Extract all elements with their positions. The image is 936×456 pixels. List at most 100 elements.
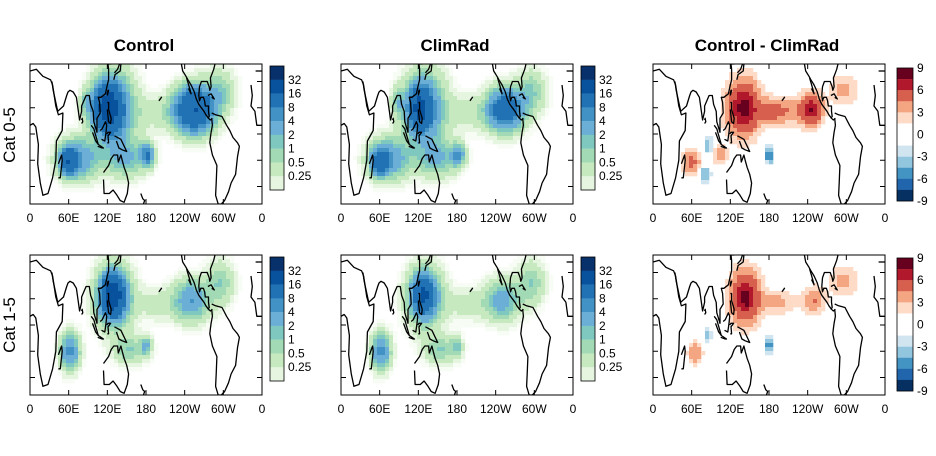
field-cell xyxy=(805,311,810,316)
field-cell xyxy=(202,120,207,125)
field-cell xyxy=(218,68,223,73)
field-cell xyxy=(813,295,818,300)
field-cell xyxy=(405,132,410,137)
field-cell xyxy=(118,331,123,336)
field-cell xyxy=(94,184,99,189)
field-cell xyxy=(453,347,458,352)
field-cell xyxy=(413,140,418,145)
colorbar-label: 4 xyxy=(288,114,295,128)
field-cell xyxy=(377,347,382,352)
field-cell xyxy=(110,263,115,268)
field-cell xyxy=(713,148,718,153)
field-cell xyxy=(381,176,386,181)
field-cell xyxy=(845,283,850,288)
field-cell xyxy=(741,124,746,129)
field-cell xyxy=(178,88,183,93)
field-cell xyxy=(541,116,546,121)
field-cell xyxy=(733,295,738,300)
field-cell xyxy=(106,323,111,328)
field-cell xyxy=(198,116,203,121)
field-cell xyxy=(90,188,95,193)
field-cell xyxy=(517,271,522,276)
field-cell xyxy=(126,327,131,332)
field-cell xyxy=(150,96,155,101)
field-cell xyxy=(98,116,103,121)
field-cell xyxy=(481,104,486,109)
field-cell xyxy=(90,148,95,153)
field-cell xyxy=(469,128,474,133)
field-cell xyxy=(521,303,526,308)
field-cell xyxy=(433,319,438,324)
field-cell xyxy=(70,379,75,384)
field-cell xyxy=(513,84,518,89)
field-cell xyxy=(214,279,219,284)
field-cell xyxy=(789,124,794,129)
field-cell xyxy=(805,112,810,117)
field-cell xyxy=(753,124,758,129)
field-cell xyxy=(445,279,450,284)
field-cell xyxy=(206,120,211,125)
field-cell xyxy=(421,132,426,137)
field-cell xyxy=(78,80,83,85)
field-cell xyxy=(441,184,446,189)
field-cell xyxy=(441,144,446,149)
field-cell xyxy=(841,76,846,81)
field-cell xyxy=(849,96,854,101)
field-cell xyxy=(777,311,782,316)
field-cell xyxy=(417,339,422,344)
field-cell xyxy=(130,132,135,137)
field-cell xyxy=(86,100,91,105)
field-cell xyxy=(170,108,175,113)
field-cell xyxy=(194,84,199,89)
field-cell xyxy=(429,88,434,93)
field-cell xyxy=(186,132,191,137)
field-cell xyxy=(134,116,139,121)
field-cell xyxy=(537,76,542,81)
field-cell xyxy=(801,124,806,129)
field-cell xyxy=(793,120,798,125)
field-cell xyxy=(357,144,362,149)
field-cell xyxy=(401,112,406,117)
field-cell xyxy=(86,124,91,129)
field-cell xyxy=(202,64,207,69)
field-cell xyxy=(485,116,490,121)
field-cell xyxy=(453,343,458,348)
field-cell xyxy=(509,68,514,73)
field-cell xyxy=(429,287,434,292)
field-cell xyxy=(421,140,426,145)
field-cell xyxy=(705,339,710,344)
field-cell xyxy=(461,315,466,320)
field-cell xyxy=(186,323,191,328)
field-cell xyxy=(689,168,694,173)
field-cell xyxy=(82,92,87,97)
field-cell xyxy=(477,295,482,300)
field-cell xyxy=(693,359,698,364)
field-cell xyxy=(493,283,498,288)
field-cell xyxy=(218,311,223,316)
coastline xyxy=(561,275,573,317)
field-cell xyxy=(465,295,470,300)
field-cell xyxy=(853,96,858,101)
field-cell xyxy=(82,331,87,336)
field-cell xyxy=(58,152,63,157)
field-cell xyxy=(74,152,79,157)
field-cell xyxy=(74,100,79,105)
field-cell xyxy=(537,271,542,276)
field-cell xyxy=(118,152,123,157)
field-cell xyxy=(190,291,195,296)
colorbar-label: 0.25 xyxy=(288,169,312,183)
field-cell xyxy=(497,120,502,125)
field-cell xyxy=(533,80,538,85)
field-cell xyxy=(401,295,406,300)
field-cell xyxy=(86,120,91,125)
field-cell xyxy=(733,279,738,284)
field-cell xyxy=(845,291,850,296)
field-cell xyxy=(70,160,75,165)
field-cell xyxy=(749,263,754,268)
field-cell xyxy=(210,100,215,105)
field-cell xyxy=(138,120,143,125)
field-cell xyxy=(90,303,95,308)
field-cell xyxy=(457,355,462,360)
field-cell xyxy=(106,351,111,356)
field-cell xyxy=(134,108,139,113)
